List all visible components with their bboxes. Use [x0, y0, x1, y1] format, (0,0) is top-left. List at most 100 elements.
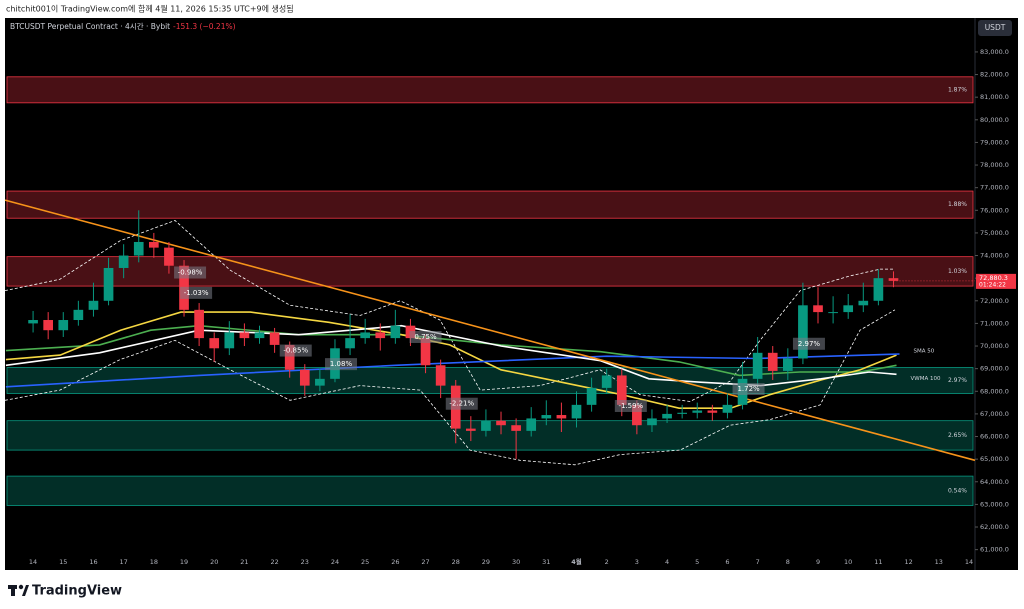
annotation-box — [445, 397, 478, 410]
candle-body — [481, 420, 491, 431]
candle-body — [254, 332, 265, 339]
annotation-box — [614, 399, 647, 412]
candle-body — [601, 375, 612, 388]
ma-line — [5, 353, 900, 388]
annotation: -0.85% — [283, 347, 308, 355]
x-tick-label: 21 — [240, 558, 248, 566]
x-tick-label: 20 — [210, 558, 218, 566]
candle-body — [269, 332, 280, 345]
candle-body — [722, 404, 733, 413]
candle-body — [315, 378, 325, 386]
zone — [6, 76, 974, 104]
y-tick-label: 76,000.0 — [980, 206, 1009, 214]
currency[interactable]: USDT — [985, 23, 1006, 32]
zone-label: 1.87% — [948, 86, 967, 93]
y-tick-label: 71,000.0 — [980, 319, 1009, 327]
candle-body — [28, 320, 38, 324]
annotation-box — [792, 337, 825, 350]
y-tick-label: 81,000.0 — [980, 93, 1009, 101]
candle-body — [149, 241, 159, 248]
candle-body — [284, 344, 295, 370]
y-tick-label: 63,000.0 — [980, 500, 1009, 508]
candle-body — [858, 300, 869, 306]
x-tick-label: 10 — [844, 558, 852, 566]
annotation: 0.75% — [414, 333, 437, 341]
candle-body — [375, 332, 386, 339]
candle-body — [798, 305, 808, 359]
annotation: 1.72% — [737, 385, 760, 393]
candle-body — [345, 338, 355, 349]
x-tick-label: 4월 — [571, 557, 582, 566]
y-tick-label: 68,000.0 — [980, 387, 1009, 395]
candle-body — [299, 369, 310, 386]
annotation-box — [325, 358, 358, 371]
zone-label: 1.88% — [948, 201, 967, 208]
candle-body — [677, 412, 687, 414]
zone-label: 0.54% — [948, 487, 967, 494]
x-tick-label: 27 — [421, 558, 429, 566]
y-tick-label: 80,000.0 — [980, 116, 1009, 124]
candle-body — [752, 352, 763, 379]
x-tick-label: 31 — [542, 558, 550, 566]
ma-line — [5, 311, 897, 409]
band-line — [4, 220, 895, 402]
candle-body — [556, 415, 567, 419]
candle-body — [194, 309, 204, 339]
annotation: -0.98% — [178, 269, 203, 277]
candle-body — [209, 338, 220, 349]
annotation: -2.21% — [449, 400, 474, 408]
x-tick-label: 23 — [301, 558, 309, 566]
annotation-box — [180, 286, 213, 299]
candle-body — [692, 410, 703, 413]
y-tick-label: 64,000.0 — [980, 478, 1009, 486]
x-tick-label: 17 — [120, 558, 128, 566]
chart-title: BTCUSDT Perpetual Contract · 4시간 · Bybit — [10, 21, 170, 31]
x-tick-label: 19 — [180, 558, 188, 566]
brand-logo — [8, 584, 29, 596]
x-tick-label: 12 — [904, 558, 912, 566]
candle-body — [58, 320, 69, 331]
y-tick-label: 72,000.0 — [980, 297, 1009, 305]
header: chitchit001이 TradingView.com에 함께 4월 11, … — [6, 4, 294, 14]
candle-body — [828, 312, 838, 314]
x-tick-label: 29 — [482, 558, 490, 566]
candle-body — [435, 365, 446, 386]
candle-body — [616, 375, 627, 405]
annotation-box — [279, 344, 312, 357]
x-tick-label: 22 — [270, 558, 278, 566]
candle-body — [662, 413, 672, 419]
candle-body — [767, 352, 778, 371]
y-tick-label: 74,000.0 — [980, 252, 1009, 260]
chart-background — [5, 18, 1018, 570]
currency-box[interactable] — [978, 20, 1012, 36]
annotation: 1.08% — [330, 360, 353, 368]
x-tick-label: 5 — [695, 558, 699, 566]
candle-body — [360, 332, 370, 339]
zone — [6, 190, 974, 219]
candle-body — [73, 309, 84, 321]
x-tick-label: 13 — [935, 558, 943, 566]
candle-body — [571, 404, 582, 419]
candle-body — [224, 332, 235, 349]
candle-body — [586, 387, 597, 405]
y-tick-label: 67,000.0 — [980, 410, 1009, 418]
candle-body — [465, 428, 476, 431]
x-tick-label: 2 — [605, 558, 609, 566]
candle-body — [647, 418, 657, 426]
candle-body — [118, 255, 129, 268]
last-price-tag — [976, 273, 1016, 289]
candle-body — [511, 425, 521, 431]
zone-label: 1.03% — [948, 268, 967, 275]
annotation: -1.59% — [618, 402, 643, 410]
candle-body — [496, 420, 506, 426]
y-tick-label: 70,000.0 — [980, 342, 1009, 350]
zone-label: 2.65% — [948, 432, 967, 439]
zone — [6, 256, 974, 287]
y-tick-label: 78,000.0 — [980, 161, 1009, 169]
x-tick-label: 28 — [452, 558, 460, 566]
plot-area: 83,000.0 82,000.0 81,000.0 80,000.0 79,000.0… — [4, 48, 1016, 566]
x-tick-label: 26 — [391, 558, 399, 566]
series-label: SMA 50 — [914, 348, 935, 354]
x-tick-label: 30 — [512, 558, 520, 566]
candle-body — [526, 418, 537, 431]
